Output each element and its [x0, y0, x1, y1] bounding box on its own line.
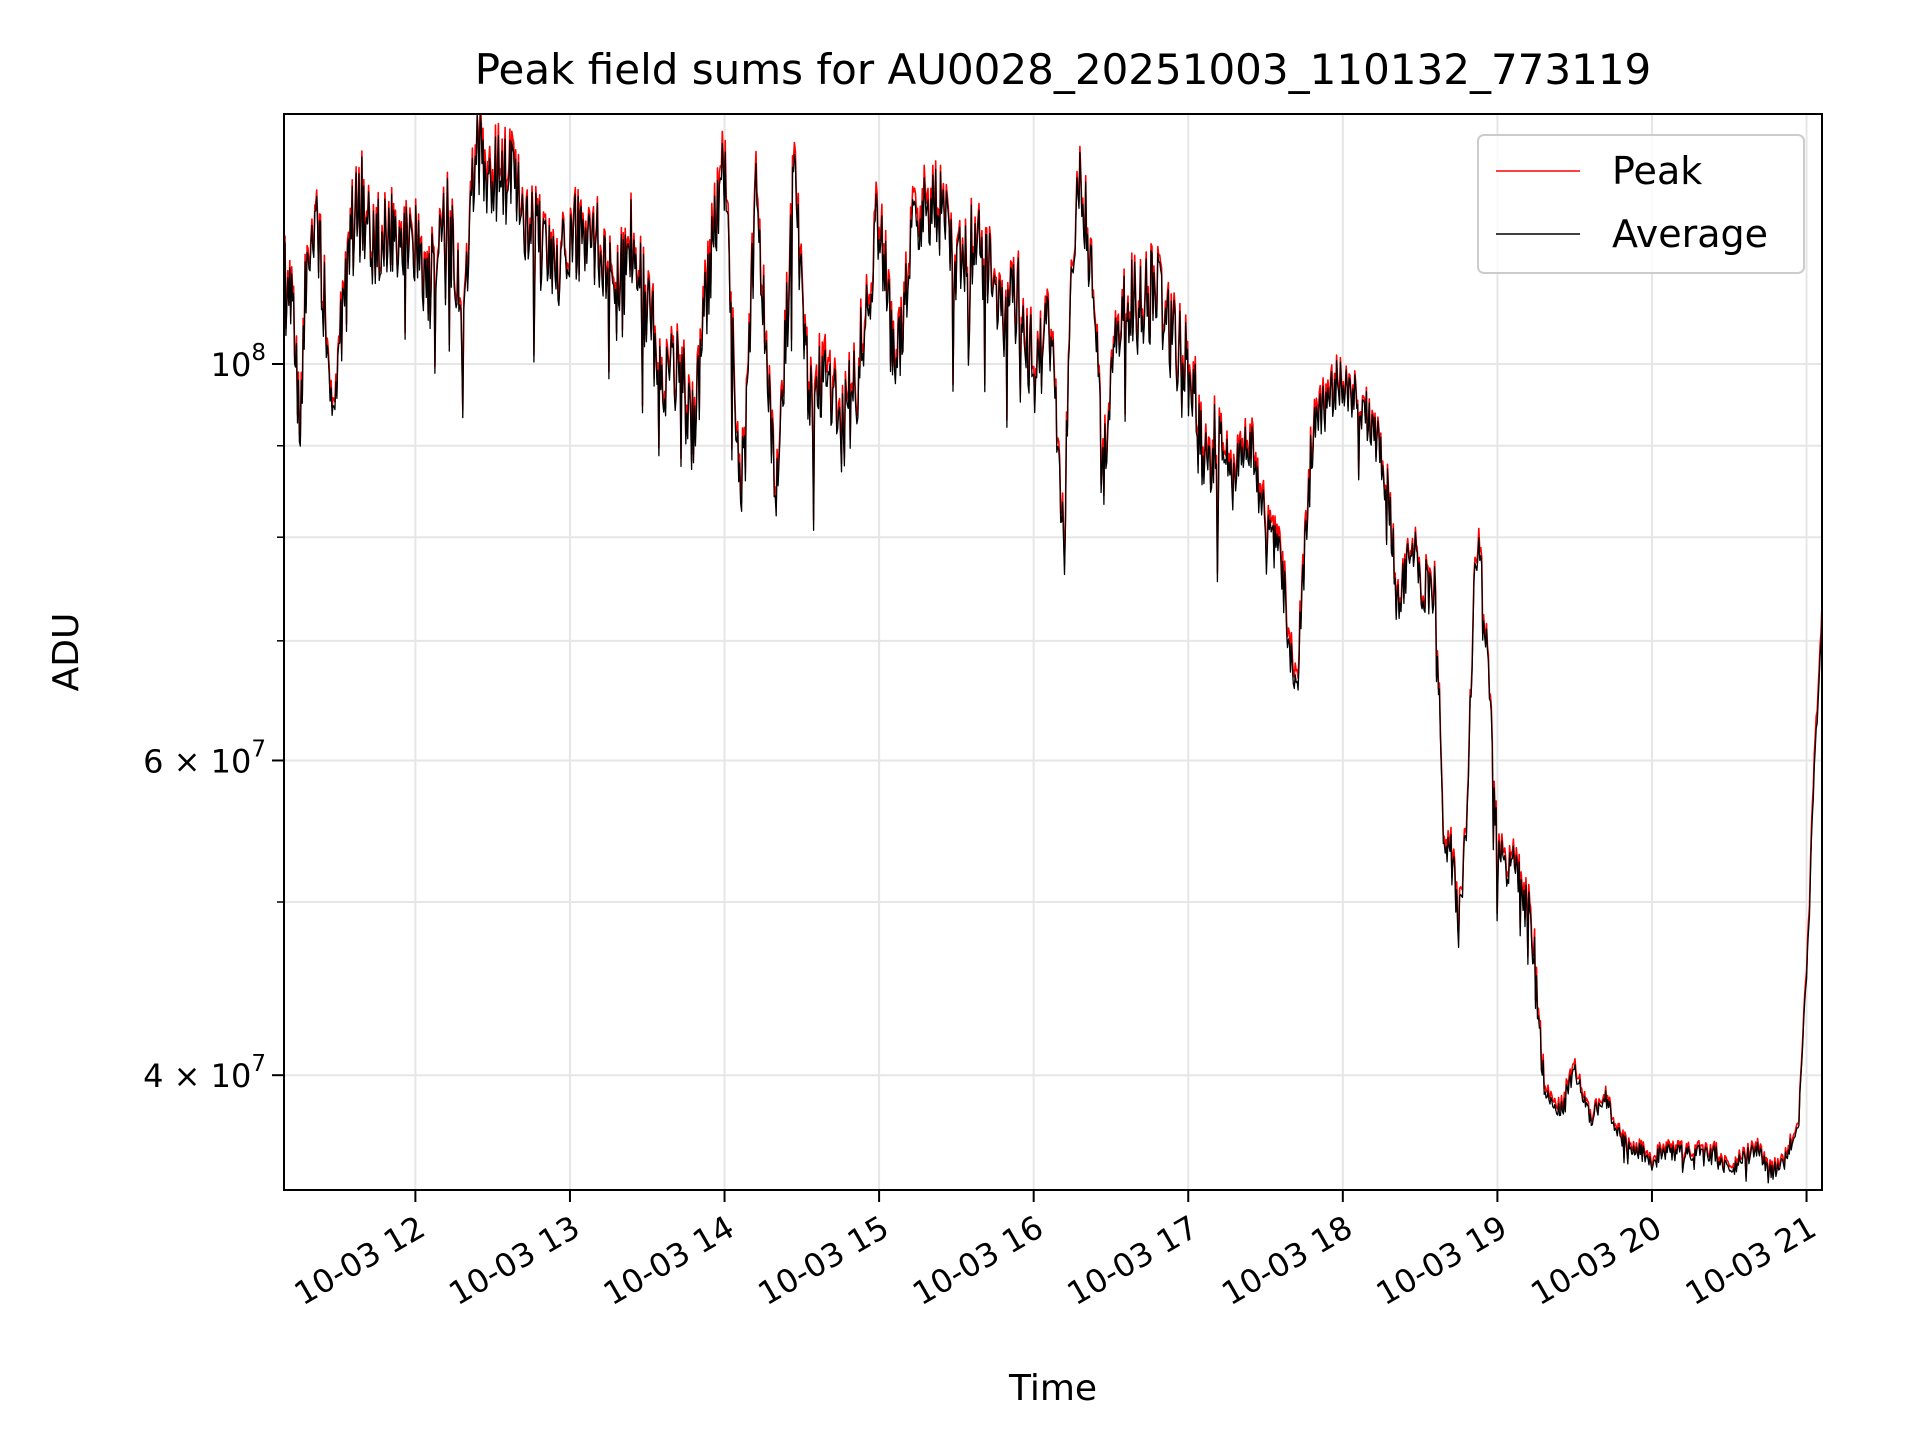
series-layer — [284, 114, 1822, 1184]
chart-title: Peak field sums for AU0028_20251003_1101… — [475, 45, 1652, 94]
y-tick-exponent: 7 — [251, 1051, 266, 1077]
y-tick-base: 6 × 10 — [143, 742, 251, 780]
y-tick-exponent: 8 — [251, 340, 266, 366]
legend-label-peak: Peak — [1612, 149, 1702, 193]
y-tick-exponent: 7 — [251, 736, 266, 762]
y-axis-label: ADU — [46, 613, 87, 692]
series-line-average — [284, 114, 1822, 1184]
x-axis-label: Time — [1008, 1368, 1097, 1409]
grid — [284, 114, 1822, 1190]
plot-frame — [283, 113, 1823, 1191]
y-tick-label: 4 × 107 — [143, 1051, 266, 1095]
legend-box — [1477, 134, 1805, 274]
y-tick-label: 108 — [211, 340, 266, 384]
legend-label-average: Average — [1612, 212, 1768, 256]
y-tick-base: 4 × 10 — [143, 1057, 251, 1095]
y-tick-label: 6 × 107 — [143, 736, 266, 780]
legend: Peak Average — [1477, 134, 1805, 274]
y-tick-base: 10 — [211, 346, 252, 384]
